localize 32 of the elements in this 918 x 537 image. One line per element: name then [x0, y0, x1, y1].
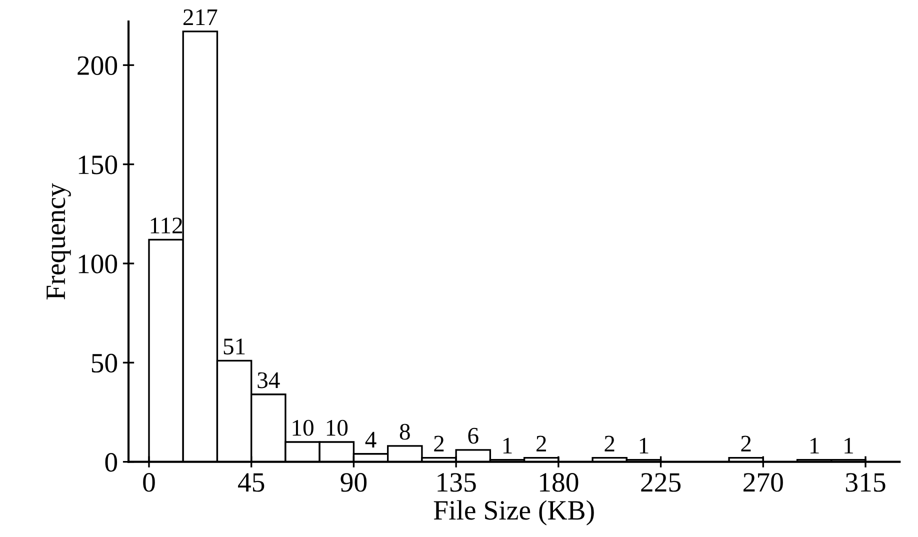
y-tick-label: 100	[78, 254, 118, 274]
x-tick-label: 225	[641, 473, 681, 492]
y-tick-label: 50	[92, 354, 118, 373]
data-label: 2	[434, 436, 444, 452]
x-tick-label: 315	[846, 473, 886, 492]
data-label: 10	[292, 420, 314, 436]
data-label: 1	[844, 438, 853, 454]
data-label: 1	[810, 438, 819, 454]
y-tick-label: 200	[78, 56, 118, 76]
data-label: 112	[150, 218, 182, 234]
data-label: 6	[468, 428, 478, 444]
data-label: 2	[741, 436, 751, 452]
x-axis-title: File Size (KB)	[434, 500, 594, 526]
data-label: 1	[503, 438, 512, 454]
x-tick-label: 0	[143, 473, 155, 492]
x-tick-label: 90	[340, 473, 367, 492]
data-label: 217	[184, 9, 218, 25]
y-axis-title: Frequency	[46, 183, 71, 300]
x-tick-label: 45	[238, 473, 264, 492]
x-tick-label: 135	[438, 473, 476, 492]
data-label: 4	[365, 432, 376, 448]
data-label: 10	[326, 420, 348, 436]
y-tick-label: 0	[105, 452, 118, 472]
data-label: 2	[536, 436, 546, 452]
data-label: 8	[400, 424, 410, 440]
x-tick-label: 270	[744, 473, 783, 492]
data-label: 2	[604, 436, 614, 452]
data-label: 51	[224, 338, 245, 354]
data-label: 1	[640, 438, 648, 454]
x-tick-label: 180	[540, 473, 578, 492]
y-tick-label: 150	[78, 155, 118, 174]
data-label: 34	[258, 372, 280, 388]
